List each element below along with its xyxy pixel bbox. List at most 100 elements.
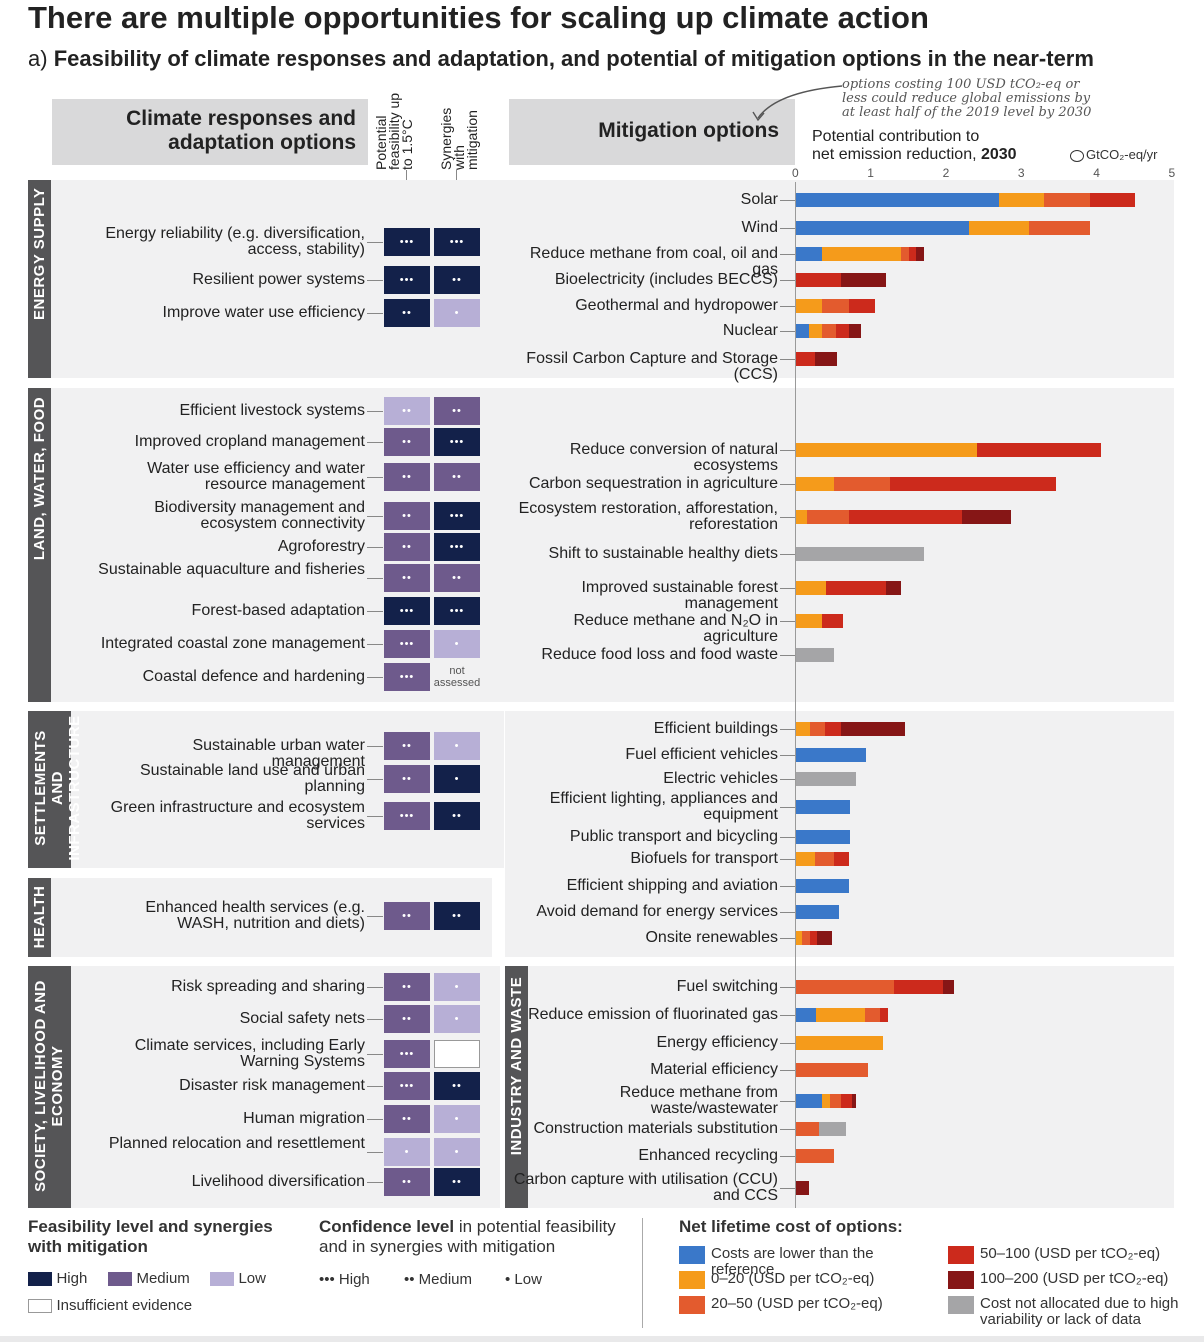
x-tick-label: 3 xyxy=(1017,166,1025,180)
mitigation-leader-line xyxy=(780,200,795,201)
response-label: Efficient livestock systems xyxy=(179,402,365,419)
sector-label-settlements: SETTLEMENTS AND INFRASTRUCTURE xyxy=(32,715,83,861)
bar-segment xyxy=(848,299,876,313)
cost-legend-label: 0–20 (USD per tCO₂-eq) xyxy=(711,1270,875,1287)
mitigation-label: Efficient shipping and aviation xyxy=(566,877,778,894)
legend-conf-high: ••• High xyxy=(319,1271,370,1288)
potential-line2: net emission reduction, 2030 xyxy=(812,146,1017,163)
response-leader-line xyxy=(367,411,383,412)
bar-segment xyxy=(833,852,849,866)
cost-legend-swatch xyxy=(679,1246,705,1264)
unit-label: GtCO₂-eq/yr xyxy=(1070,147,1158,162)
legend-high-swatch xyxy=(28,1271,52,1286)
response-leader-line xyxy=(367,779,383,780)
mitigation-leader-line xyxy=(780,588,795,589)
sector-tab-health: HEALTH xyxy=(28,878,51,957)
feasibility-cell: •• xyxy=(384,428,430,456)
synergy-cell: • xyxy=(434,630,480,658)
response-leader-line xyxy=(367,242,383,243)
response-leader-line xyxy=(367,677,383,678)
bar-segment xyxy=(824,722,842,736)
mitigation-label: Reduce methane from coal, oil and gas xyxy=(529,245,778,278)
response-leader-line xyxy=(367,477,383,478)
mitigation-label: Reduce methane from waste/wastewater xyxy=(619,1084,778,1117)
bar-segment xyxy=(829,1094,842,1108)
mitigation-label: Fuel efficient vehicles xyxy=(625,746,778,763)
mitigation-leader-line xyxy=(780,837,795,838)
mitigation-label: Reduce emission of fluorinated gas xyxy=(528,1006,778,1023)
feasibility-cell: ••• xyxy=(384,663,430,691)
legend-conf-medium: •• Medium xyxy=(404,1271,473,1288)
feasibility-cell: •• xyxy=(384,397,430,425)
bar-segment xyxy=(796,324,809,338)
mitigation-label: Bioelectricity (includes BECCS) xyxy=(554,271,778,288)
page-title: There are multiple opportunities for sca… xyxy=(28,0,929,35)
mitigation-label: Reduce methane and N₂O in agriculture xyxy=(573,612,778,645)
legend-low-swatch xyxy=(210,1271,234,1286)
bar-segment xyxy=(796,800,851,814)
bar-segment xyxy=(796,443,977,457)
response-leader-line xyxy=(367,313,383,314)
mitigation-leader-line xyxy=(780,1156,795,1157)
legend-medium: Medium xyxy=(108,1270,190,1288)
feasibility-cell: ••• xyxy=(384,266,430,294)
bar-segment xyxy=(796,748,867,762)
bar-segment xyxy=(814,852,834,866)
bar-segment xyxy=(796,1122,819,1136)
bar-segment xyxy=(796,830,851,844)
x-tick-label: 5 xyxy=(1168,166,1176,180)
feasibility-cell: ••• xyxy=(384,228,430,256)
feasibility-cell: ••• xyxy=(384,1072,430,1100)
mitigation-leader-line xyxy=(780,621,795,622)
bar-segment xyxy=(796,905,839,919)
mitigation-label: Fossil Carbon Capture and Storage (CCS) xyxy=(526,350,778,383)
bar-segment xyxy=(890,477,1056,491)
bar-segment xyxy=(908,247,917,261)
response-leader-line xyxy=(367,442,383,443)
response-label: Water use efficiency and water resource … xyxy=(147,460,365,493)
feasibility-header: Potential feasibility up to 1.5°C xyxy=(373,92,415,170)
bar-segment xyxy=(796,852,815,866)
synergy-cell xyxy=(434,1040,480,1068)
bar-segment xyxy=(999,193,1045,207)
mitigation-leader-line xyxy=(780,1015,795,1016)
panel-land xyxy=(28,388,1174,702)
mitigation-label: Wind xyxy=(741,219,778,236)
response-label: Disaster risk management xyxy=(179,1077,365,1094)
bar-segment xyxy=(822,324,836,338)
page-subtitle: a) Feasibility of climate responses and … xyxy=(28,46,1094,72)
sector-label-land: LAND, WATER, FOOD xyxy=(31,396,48,561)
bar-segment xyxy=(796,1036,883,1050)
mitigation-leader-line xyxy=(780,484,795,485)
mitigation-leader-line xyxy=(780,450,795,451)
synergy-cell: • xyxy=(434,1005,480,1033)
legend-feas-title: Feasibility level and synergies with mit… xyxy=(28,1217,273,1256)
bar-segment xyxy=(916,247,924,261)
mitigation-label: Improved sustainable forest management xyxy=(581,579,778,612)
bar-segment xyxy=(1089,193,1135,207)
mitigation-leader-line xyxy=(780,779,795,780)
x-axis-zero-line xyxy=(795,182,796,1208)
response-label: Sustainable aquaculture and fisheries xyxy=(98,561,365,578)
cost-legend-swatch xyxy=(948,1271,974,1289)
synergy-cell: ••• xyxy=(434,228,480,256)
response-leader-line xyxy=(367,1086,383,1087)
bar-segment xyxy=(796,980,894,994)
legend-low: Low xyxy=(210,1270,266,1288)
legend-cost-title: Net lifetime cost of options: xyxy=(679,1217,903,1236)
response-label: Sustainable land use and urban planning xyxy=(139,762,365,795)
cost-legend-swatch xyxy=(948,1296,974,1314)
sector-tab-energy: ENERGY SUPPLY xyxy=(28,180,51,378)
bar-segment xyxy=(817,931,833,945)
cost-legend-label: Costs are lower than the reference xyxy=(711,1245,874,1278)
response-label: Integrated coastal zone management xyxy=(100,635,365,652)
mitigation-label: Nuclear xyxy=(722,322,778,339)
cost-note: options costing 100 USD tCO₂-eq or less … xyxy=(842,77,1092,120)
response-label: Improved cropland management xyxy=(134,433,365,450)
mitigation-leader-line xyxy=(780,755,795,756)
responses-header: Climate responses and adaptation options xyxy=(52,99,368,165)
response-label: Biodiversity management and ecosystem co… xyxy=(154,499,365,532)
mitigation-label: Material efficiency xyxy=(650,1061,778,1078)
mitigation-leader-line xyxy=(780,912,795,913)
bar-segment xyxy=(961,510,1011,524)
